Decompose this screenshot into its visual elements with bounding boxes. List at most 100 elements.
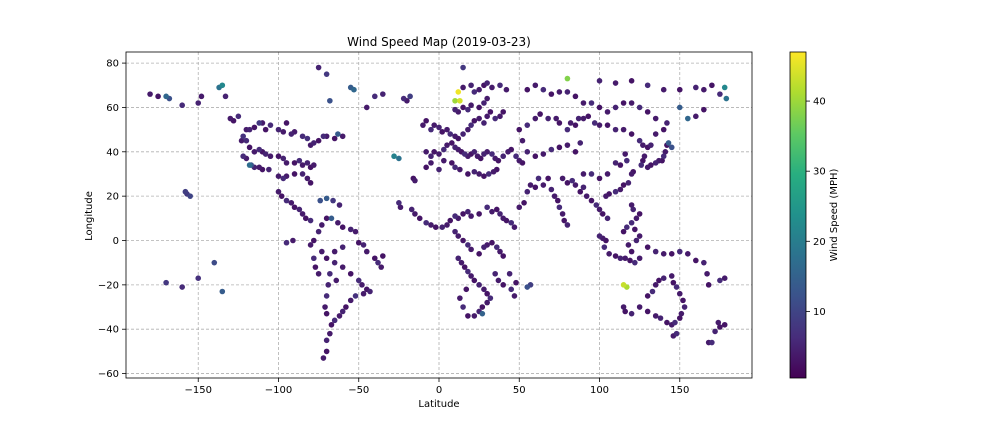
data-point — [246, 144, 253, 151]
y-tick-label: 20 — [106, 192, 119, 203]
data-point — [468, 246, 474, 253]
data-point — [299, 162, 306, 168]
data-point — [628, 202, 635, 208]
x-axis-label: Latitude — [418, 399, 459, 410]
data-point — [662, 148, 669, 155]
data-point — [537, 111, 543, 117]
data-point — [704, 270, 710, 277]
data-point — [636, 104, 643, 111]
data-point — [612, 126, 619, 133]
data-point — [436, 151, 442, 157]
data-point — [339, 264, 346, 270]
data-point — [569, 177, 576, 184]
data-point — [721, 275, 728, 282]
data-point — [339, 244, 346, 250]
data-point — [632, 259, 638, 266]
data-point — [423, 117, 429, 124]
data-point — [304, 175, 311, 182]
data-point — [620, 100, 627, 106]
data-point — [628, 171, 635, 177]
data-point — [624, 224, 630, 230]
data-point — [195, 275, 202, 282]
data-point — [524, 86, 531, 93]
data-point — [503, 86, 510, 93]
data-point — [532, 115, 539, 122]
x-axis-ticks: −150 −100 −50 0 50 100 150 — [184, 378, 689, 396]
y-tick-label: 40 — [106, 147, 119, 158]
data-point — [712, 328, 718, 335]
data-point — [524, 148, 531, 155]
data-point — [676, 315, 683, 321]
data-point — [524, 188, 531, 195]
data-point — [312, 264, 319, 270]
data-point — [588, 171, 595, 177]
data-point — [497, 211, 503, 217]
data-point — [400, 95, 407, 102]
data-point — [540, 182, 547, 188]
data-point — [182, 188, 189, 195]
data-point — [460, 211, 466, 217]
data-point — [256, 120, 263, 126]
data-point — [508, 219, 515, 226]
data-point — [288, 131, 295, 137]
data-point — [447, 217, 454, 224]
data-point — [280, 155, 287, 162]
data-point — [617, 186, 624, 193]
y-tick-label: 80 — [106, 59, 119, 70]
data-point — [323, 293, 330, 299]
data-point — [288, 200, 295, 206]
data-point — [564, 142, 571, 148]
data-point — [625, 242, 632, 248]
data-point — [243, 137, 250, 144]
data-point — [484, 80, 490, 86]
data-point — [721, 321, 728, 328]
data-point — [660, 86, 667, 93]
data-point — [564, 180, 571, 186]
data-point — [684, 251, 691, 257]
data-point — [278, 193, 285, 199]
data-point — [636, 304, 643, 310]
data-point — [331, 259, 338, 266]
data-point — [315, 64, 322, 71]
data-point — [256, 146, 263, 153]
data-point — [676, 248, 683, 255]
data-point — [323, 310, 330, 317]
data-point — [519, 137, 526, 144]
data-point — [580, 184, 587, 191]
data-point — [455, 89, 462, 95]
data-point — [603, 193, 609, 199]
data-point — [596, 175, 603, 182]
data-point — [644, 244, 651, 250]
data-point — [330, 197, 336, 204]
data-point — [378, 264, 385, 270]
data-point — [452, 97, 458, 104]
data-point — [548, 146, 555, 153]
data-point — [444, 222, 450, 228]
data-point — [304, 135, 311, 142]
data-point — [339, 308, 346, 315]
data-point — [307, 217, 314, 224]
data-point — [347, 297, 354, 304]
x-tick-label: 50 — [513, 385, 526, 396]
data-point — [622, 151, 628, 157]
data-point — [465, 313, 471, 319]
data-point — [572, 122, 579, 128]
data-point — [335, 219, 341, 226]
data-point — [680, 297, 686, 304]
data-point — [636, 137, 643, 144]
data-point — [516, 157, 523, 164]
data-point — [644, 109, 651, 115]
data-point — [678, 310, 685, 317]
data-point — [371, 255, 378, 262]
data-point — [147, 91, 153, 97]
colorbar-ticks: 10 20 30 40 — [806, 97, 826, 318]
data-point — [328, 321, 335, 328]
data-point — [633, 215, 640, 222]
data-point — [363, 104, 370, 111]
data-point — [580, 171, 587, 177]
data-point — [628, 78, 635, 84]
data-point — [497, 248, 503, 255]
data-point — [479, 304, 486, 310]
data-point — [262, 151, 269, 157]
data-point — [476, 211, 482, 217]
